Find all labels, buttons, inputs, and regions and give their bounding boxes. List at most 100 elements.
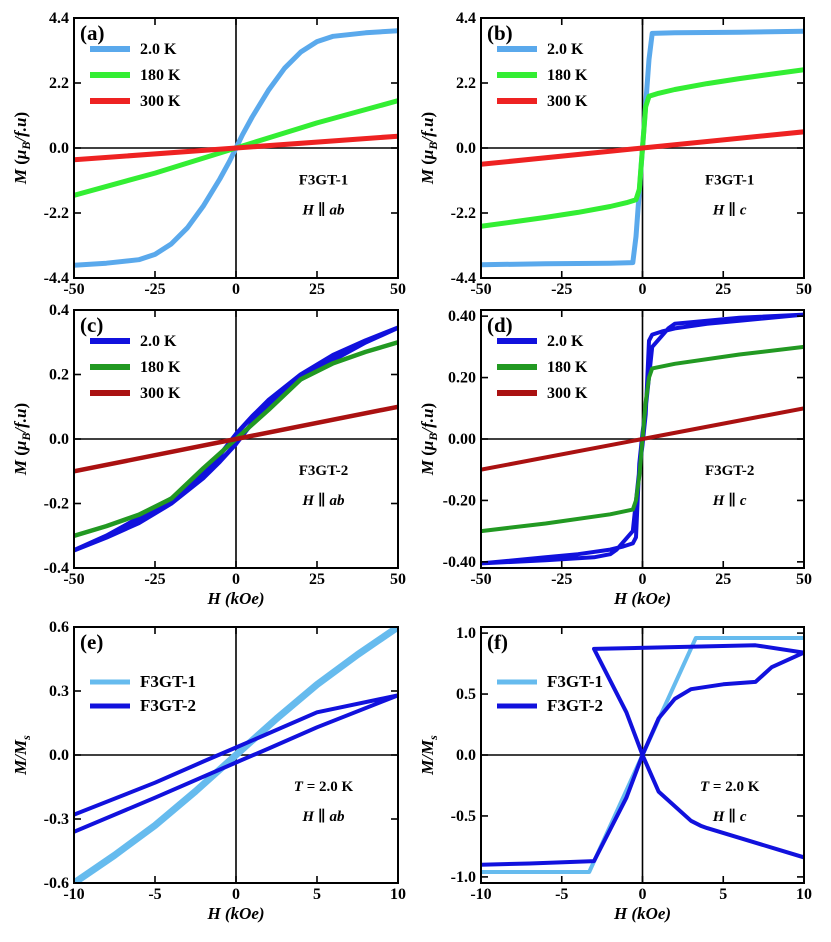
- x-tick-label: -50: [470, 281, 491, 298]
- panel-label: (d): [487, 313, 513, 337]
- annotation: H ∥ ab: [301, 492, 345, 509]
- y-tick-label: -0.5: [451, 808, 476, 825]
- annotation: T = 2.0 K: [700, 779, 760, 795]
- panel-e: -10 -5 0 5 10 -0.6 -0.3 0.0 0.3 0.6 (e) F3GT-1 F3GT-…: [11, 619, 406, 923]
- legend-label: 180 K: [140, 67, 181, 84]
- y-tick-label: 0.0: [456, 140, 476, 157]
- legend-label: 2.0 K: [140, 333, 177, 350]
- legend-label: 300 K: [140, 93, 181, 110]
- legend-label: F3GT-2: [547, 696, 603, 715]
- y-tick-label: 0.20: [448, 370, 476, 387]
- annotation: H ∥ ab: [301, 201, 345, 218]
- x-tick-label: 5: [719, 886, 727, 903]
- y-tick-label: -0.3: [44, 811, 69, 828]
- x-tick-label: -25: [144, 281, 165, 298]
- series-line-f3gt-2: [74, 693, 398, 834]
- x-tick-label: 0: [232, 571, 240, 588]
- panel-a: -50 -25 0 25 50 -4.4 -2.2 0.0 2.2 4.4 (a) 2.0 K 180 …: [11, 10, 406, 298]
- y-tick-label: -0.2: [44, 496, 69, 513]
- series-line-f3gt-1: [74, 627, 398, 883]
- x-tick-label: -50: [470, 571, 491, 588]
- y-tick-label: -4.4: [44, 270, 69, 287]
- series-line-2-0-k: [74, 325, 398, 553]
- x-tick-label: -50: [63, 571, 84, 588]
- x-tick-label: -25: [144, 571, 165, 588]
- legend-label: 180 K: [547, 359, 588, 376]
- x-tick-label: -10: [63, 886, 84, 903]
- y-axis-label: M/Ms: [11, 735, 33, 776]
- x-tick-label: 50: [390, 281, 406, 298]
- x-tick-label: 10: [796, 886, 812, 903]
- y-axis-label: M (μB/f.u): [418, 403, 440, 476]
- x-tick-label: 25: [309, 571, 325, 588]
- y-tick-label: -1.0: [451, 869, 476, 886]
- y-tick-label: 0.5: [456, 686, 476, 703]
- x-tick-label: 0: [639, 886, 647, 903]
- legend-label: 300 K: [140, 385, 181, 402]
- legend-label: F3GT-2: [140, 696, 196, 715]
- x-tick-label: 0: [639, 281, 647, 298]
- y-axis-label: M (μB/f.u): [11, 403, 33, 476]
- y-tick-label: -4.4: [451, 270, 476, 287]
- x-tick-label: 50: [796, 281, 812, 298]
- y-tick-label: 0.00: [448, 431, 476, 448]
- x-axis-label: H (kOe): [613, 904, 671, 923]
- x-tick-label: 0: [232, 886, 240, 903]
- legend-label: 2.0 K: [547, 333, 584, 350]
- y-tick-label: 2.2: [49, 75, 69, 92]
- annotation: F3GT-2: [705, 463, 754, 479]
- y-tick-label: 0.40: [448, 308, 476, 325]
- series-line-300-k: [481, 406, 804, 472]
- panel-label: (e): [80, 630, 103, 654]
- legend-label: 300 K: [547, 93, 588, 110]
- y-axis-label: M (μB/f.u): [11, 112, 33, 185]
- x-axis-label: H (kOe): [206, 904, 264, 923]
- y-axis-label: M/Ms: [418, 735, 440, 776]
- x-tick-label: 10: [390, 886, 406, 903]
- y-tick-label: -0.6: [44, 875, 69, 892]
- legend-label: F3GT-1: [547, 672, 603, 691]
- y-tick-label: 2.2: [456, 75, 476, 92]
- panel-label: (a): [80, 21, 105, 45]
- x-tick-label: -50: [63, 281, 84, 298]
- x-tick-label: 50: [390, 571, 406, 588]
- x-tick-label: 0: [232, 281, 240, 298]
- y-tick-label: -2.2: [451, 205, 476, 222]
- annotation: F3GT-1: [705, 172, 754, 188]
- y-tick-label: -0.40: [443, 554, 476, 571]
- series-line-300-k: [74, 133, 398, 163]
- y-tick-label: 0.0: [49, 747, 69, 764]
- panel-c: -50 -25 0 25 50 -0.4 -0.2 0.0 0.2 0.4 (c) 2.0 K 180 …: [11, 302, 406, 608]
- series-line-f3gt-2: [481, 643, 804, 867]
- y-tick-label: 0.6: [49, 619, 69, 636]
- y-tick-label: -0.4: [44, 560, 69, 577]
- y-tick-label: 0.0: [49, 431, 69, 448]
- annotation: H ∥ c: [712, 492, 747, 509]
- annotation: H ∥ c: [712, 808, 747, 825]
- legend-label: 2.0 K: [547, 41, 584, 58]
- y-tick-label: 4.4: [49, 10, 69, 27]
- y-tick-label: 0.2: [49, 367, 69, 384]
- x-tick-label: -25: [551, 281, 572, 298]
- x-tick-label: -5: [555, 886, 568, 903]
- legend-label: 180 K: [547, 67, 588, 84]
- panel-b: -50 -25 0 25 50 -4.4 -2.2 0.0 2.2 4.4 (b) 2.0 K 180 …: [418, 10, 812, 298]
- legend-label: 2.0 K: [140, 41, 177, 58]
- y-tick-label: -2.2: [44, 205, 69, 222]
- x-tick-label: 0: [639, 571, 647, 588]
- y-tick-label: -0.20: [443, 492, 476, 509]
- x-tick-label: -5: [148, 886, 161, 903]
- x-tick-label: 5: [313, 886, 321, 903]
- annotation: F3GT-1: [299, 172, 348, 188]
- annotation: H ∥ c: [712, 201, 747, 218]
- panel-label: (f): [487, 630, 508, 654]
- x-tick-label: -25: [551, 571, 572, 588]
- annotation: H ∥ ab: [301, 808, 345, 825]
- x-axis-label: H (kOe): [206, 589, 264, 608]
- legend-label: F3GT-1: [140, 672, 196, 691]
- x-tick-label: 25: [309, 281, 325, 298]
- panel-label: (c): [80, 313, 103, 337]
- y-tick-label: 4.4: [456, 10, 476, 27]
- annotation: F3GT-2: [299, 463, 348, 479]
- series-line-300-k: [74, 404, 398, 474]
